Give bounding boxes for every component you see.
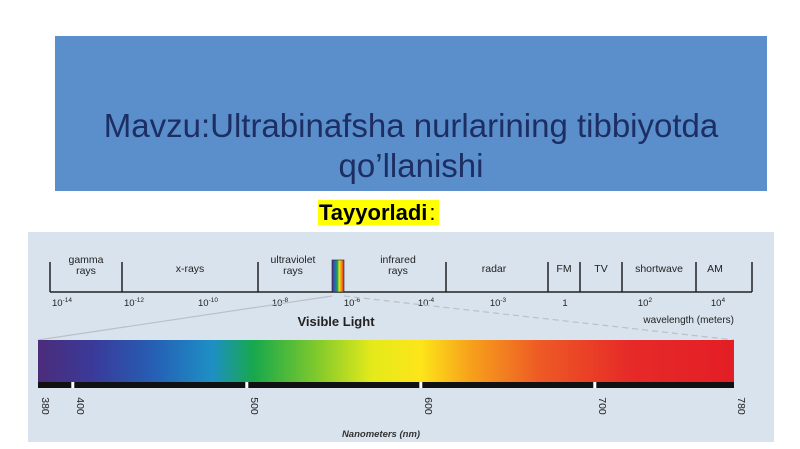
author-line: Tayyorladi: — [318, 198, 439, 228]
band-labels: gamma rays x-rays ultraviolet rays infrared ra… — [68, 254, 722, 277]
wavelength-tick-4: 10-6 — [344, 297, 361, 309]
em-spectrum-figure: gamma rays x-rays ultraviolet rays infrared ra… — [28, 232, 774, 442]
band-label-6: TV — [594, 263, 607, 275]
band-label-5: FM — [556, 263, 571, 275]
wavelength-tick-8: 102 — [638, 297, 653, 309]
wavelength-tick-0: 10-14 — [52, 297, 72, 309]
wavelength-tick-6: 10-3 — [490, 297, 507, 309]
nm-tick-label-780: 780 — [735, 397, 747, 415]
nm-tick-label-380: 380 — [39, 397, 51, 415]
wavelength-tick-2: 10-10 — [198, 297, 218, 309]
nm-tick-mark-500 — [245, 382, 249, 388]
visible-spectrum-bar — [38, 340, 734, 382]
projection-line-right — [343, 295, 735, 341]
author-colon: : — [429, 200, 439, 225]
band-label-0: gamma rays — [68, 254, 103, 277]
nm-axis-bar — [38, 382, 734, 388]
nm-tick-mark-600 — [419, 382, 423, 388]
visible-band-marker — [331, 259, 345, 293]
nm-tick-mark-400 — [71, 382, 75, 388]
wavelength-tick-labels: 10-14 10-12 10-10 10-8 10-6 10-4 10-3 1 102 104 — [52, 297, 725, 309]
author-label: Tayyorladi — [318, 200, 430, 225]
wavelength-tick-3: 10-8 — [272, 297, 289, 309]
nm-tick-label-700: 700 — [596, 397, 608, 415]
wavelength-tick-1: 10-12 — [124, 297, 144, 309]
projection-line-left — [37, 295, 333, 341]
nm-ticks: 380 400 500 600 700 780 — [39, 382, 747, 415]
band-label-2: ultraviolet rays — [271, 254, 316, 277]
band-dividers — [49, 262, 753, 292]
band-label-7: shortwave — [635, 263, 683, 275]
band-label-4: radar — [482, 263, 507, 275]
title-banner — [55, 36, 767, 191]
slide-title: Mavzu:Ultrabinafsha nurlarining tibbiyot… — [103, 107, 719, 184]
nm-tick-label-400: 400 — [74, 397, 86, 415]
wavelength-tick-7: 1 — [562, 298, 567, 309]
wavelength-tick-5: 10-4 — [418, 297, 435, 309]
nm-tick-mark-700 — [593, 382, 597, 388]
nm-tick-label-600: 600 — [422, 397, 434, 415]
nm-axis-label: Nanometers (nm) — [342, 429, 420, 440]
visible-light-label: Visible Light — [297, 314, 375, 329]
wavelength-tick-9: 104 — [711, 297, 726, 309]
band-label-3: infrared rays — [380, 254, 416, 277]
em-spectrum-svg: gamma rays x-rays ultraviolet rays infrared ra… — [28, 232, 774, 442]
band-label-8: AM — [707, 263, 723, 275]
nm-tick-label-500: 500 — [248, 397, 260, 415]
wavelength-unit-label: wavelength (meters) — [642, 315, 734, 326]
band-label-1: x-rays — [176, 263, 205, 275]
spectrum-panel — [28, 232, 774, 442]
